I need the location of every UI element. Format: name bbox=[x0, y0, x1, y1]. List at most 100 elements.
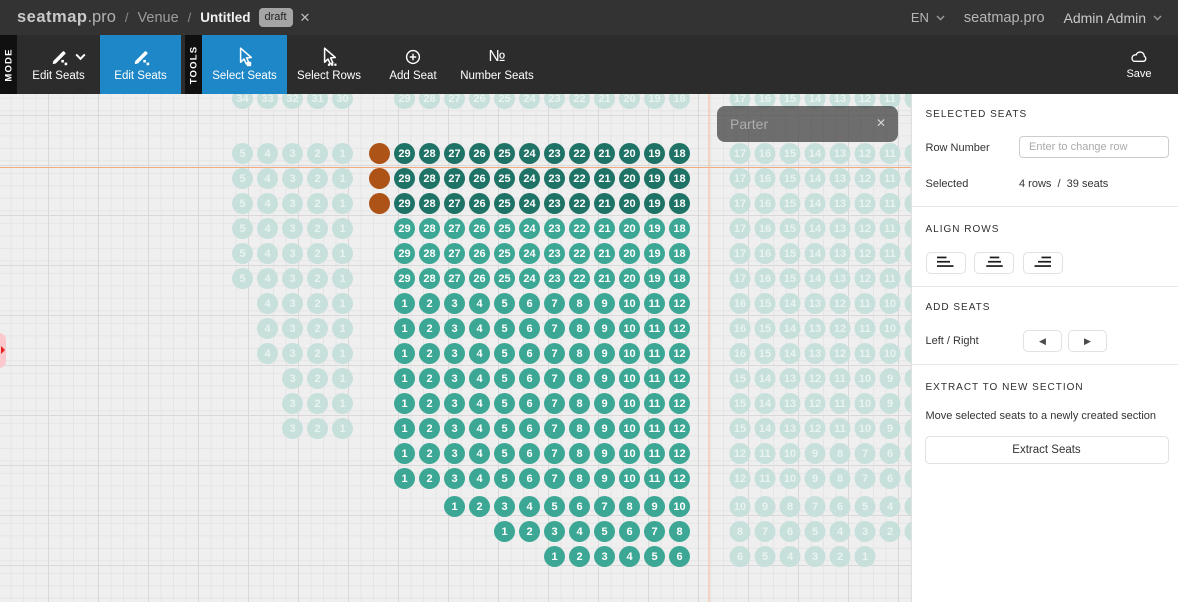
svg-text:17: 17 bbox=[734, 173, 746, 185]
svg-text:4: 4 bbox=[837, 526, 844, 538]
svg-text:7: 7 bbox=[762, 526, 768, 538]
svg-text:18: 18 bbox=[673, 148, 685, 160]
svg-text:17: 17 bbox=[734, 94, 746, 105]
svg-text:2: 2 bbox=[314, 323, 320, 335]
svg-text:12: 12 bbox=[734, 448, 746, 460]
svg-text:14: 14 bbox=[759, 373, 772, 385]
svg-text:18: 18 bbox=[673, 94, 685, 105]
svg-text:21: 21 bbox=[598, 173, 610, 185]
svg-text:16: 16 bbox=[759, 223, 771, 235]
svg-text:22: 22 bbox=[573, 94, 585, 105]
svg-text:1: 1 bbox=[339, 223, 345, 235]
svg-text:26: 26 bbox=[473, 148, 485, 160]
svg-text:5: 5 bbox=[501, 348, 507, 360]
svg-text:15: 15 bbox=[784, 148, 796, 160]
svg-text:9: 9 bbox=[601, 398, 607, 410]
svg-text:24: 24 bbox=[523, 198, 536, 210]
svg-text:4: 4 bbox=[264, 273, 271, 285]
svg-text:21: 21 bbox=[598, 248, 610, 260]
svg-text:27: 27 bbox=[448, 173, 460, 185]
svg-text:5: 5 bbox=[501, 473, 507, 485]
svg-text:15: 15 bbox=[784, 94, 796, 105]
svg-text:13: 13 bbox=[809, 323, 821, 335]
svg-text:25: 25 bbox=[498, 173, 510, 185]
svg-text:3: 3 bbox=[289, 148, 295, 160]
svg-text:27: 27 bbox=[448, 273, 460, 285]
svg-text:11: 11 bbox=[649, 423, 661, 435]
svg-text:8: 8 bbox=[576, 373, 582, 385]
svg-text:7: 7 bbox=[601, 501, 607, 513]
svg-text:10: 10 bbox=[623, 423, 635, 435]
svg-text:14: 14 bbox=[784, 298, 797, 310]
svg-text:8: 8 bbox=[576, 423, 582, 435]
svg-text:19: 19 bbox=[648, 198, 660, 210]
svg-text:7: 7 bbox=[812, 501, 818, 513]
svg-text:26: 26 bbox=[473, 173, 485, 185]
svg-text:26: 26 bbox=[473, 198, 485, 210]
svg-text:4: 4 bbox=[264, 298, 271, 310]
svg-text:6: 6 bbox=[576, 501, 582, 513]
svg-text:16: 16 bbox=[759, 248, 771, 260]
svg-text:4: 4 bbox=[526, 501, 533, 513]
svg-text:4: 4 bbox=[476, 298, 483, 310]
svg-text:23: 23 bbox=[548, 248, 560, 260]
svg-text:19: 19 bbox=[648, 148, 660, 160]
svg-text:18: 18 bbox=[673, 198, 685, 210]
svg-text:14: 14 bbox=[809, 248, 822, 260]
svg-text:13: 13 bbox=[784, 373, 796, 385]
svg-text:7: 7 bbox=[862, 473, 868, 485]
svg-text:4: 4 bbox=[626, 551, 633, 563]
svg-text:8: 8 bbox=[576, 323, 582, 335]
svg-text:3: 3 bbox=[289, 423, 295, 435]
svg-text:4: 4 bbox=[576, 526, 583, 538]
svg-text:11: 11 bbox=[859, 348, 871, 360]
svg-text:12: 12 bbox=[859, 248, 871, 260]
svg-text:8: 8 bbox=[737, 526, 743, 538]
svg-text:12: 12 bbox=[834, 323, 846, 335]
svg-text:12: 12 bbox=[673, 473, 685, 485]
svg-text:21: 21 bbox=[598, 198, 610, 210]
svg-text:23: 23 bbox=[548, 173, 560, 185]
svg-text:11: 11 bbox=[759, 473, 771, 485]
svg-text:2: 2 bbox=[314, 373, 320, 385]
svg-text:13: 13 bbox=[834, 198, 846, 210]
svg-text:5: 5 bbox=[862, 501, 868, 513]
svg-text:6: 6 bbox=[526, 473, 532, 485]
svg-text:4: 4 bbox=[787, 551, 794, 563]
svg-text:19: 19 bbox=[648, 273, 660, 285]
svg-text:22: 22 bbox=[573, 223, 585, 235]
svg-text:26: 26 bbox=[473, 273, 485, 285]
svg-text:11: 11 bbox=[649, 348, 661, 360]
svg-text:10: 10 bbox=[734, 501, 746, 513]
svg-text:22: 22 bbox=[573, 198, 585, 210]
svg-text:24: 24 bbox=[523, 148, 536, 160]
svg-text:1: 1 bbox=[339, 348, 345, 360]
svg-text:27: 27 bbox=[448, 248, 460, 260]
svg-text:2: 2 bbox=[314, 198, 320, 210]
svg-text:6: 6 bbox=[887, 473, 893, 485]
svg-text:15: 15 bbox=[759, 348, 771, 360]
svg-text:2: 2 bbox=[426, 448, 432, 460]
svg-text:12: 12 bbox=[673, 298, 685, 310]
svg-text:3: 3 bbox=[551, 526, 557, 538]
svg-text:13: 13 bbox=[834, 148, 846, 160]
svg-text:2: 2 bbox=[314, 398, 320, 410]
svg-text:17: 17 bbox=[734, 223, 746, 235]
svg-text:1: 1 bbox=[401, 398, 407, 410]
svg-text:26: 26 bbox=[473, 94, 485, 105]
svg-text:1: 1 bbox=[339, 423, 345, 435]
svg-text:28: 28 bbox=[423, 148, 435, 160]
svg-text:13: 13 bbox=[834, 223, 846, 235]
svg-text:1: 1 bbox=[451, 501, 457, 513]
svg-text:5: 5 bbox=[551, 501, 557, 513]
svg-text:3: 3 bbox=[289, 323, 295, 335]
svg-text:24: 24 bbox=[523, 223, 536, 235]
svg-text:7: 7 bbox=[551, 448, 557, 460]
svg-text:1: 1 bbox=[339, 173, 345, 185]
svg-text:2: 2 bbox=[576, 551, 582, 563]
svg-text:21: 21 bbox=[598, 223, 610, 235]
svg-text:11: 11 bbox=[884, 148, 896, 160]
svg-text:9: 9 bbox=[651, 501, 657, 513]
svg-text:28: 28 bbox=[423, 173, 435, 185]
svg-text:10: 10 bbox=[673, 501, 685, 513]
